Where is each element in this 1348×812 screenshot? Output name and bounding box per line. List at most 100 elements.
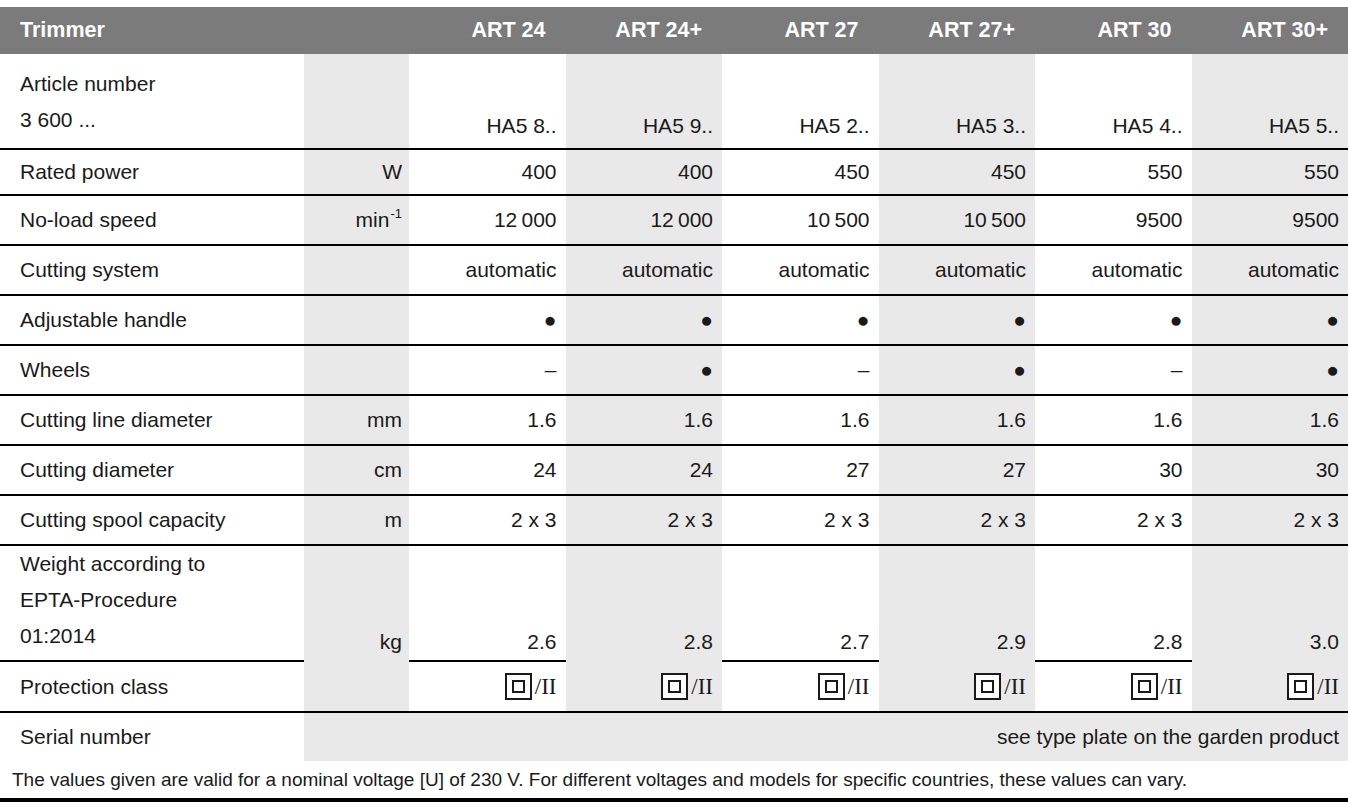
row-unit (304, 246, 409, 294)
row-label: Cutting spool capacity (0, 496, 304, 544)
cell-protection: /II (722, 662, 879, 711)
header-title: Trimmer (0, 7, 304, 54)
protection-class-text: /II (848, 674, 870, 700)
cell-bullet: ● (566, 346, 723, 394)
table-footnote: The values given are valid for a nominal… (0, 761, 1348, 791)
cell-value: 3.0 (1192, 546, 1348, 664)
row-label: Cutting system (0, 246, 304, 294)
cell-value: 2.6 (409, 546, 566, 664)
protection-class-text: /II (1004, 674, 1026, 700)
cell-value: 1.6 (1192, 396, 1348, 444)
protection-class-text: /II (691, 674, 713, 700)
cell-value: automatic (1035, 246, 1192, 294)
cell-bullet: ● (409, 296, 566, 344)
row-label-line3: 01:2014 (20, 618, 205, 654)
cell-bullet: – (1035, 346, 1192, 394)
cell-bullet: ● (879, 296, 1036, 344)
cell-value: 2.7 (722, 546, 879, 664)
cell-value: automatic (722, 246, 879, 294)
double-insulation-icon (974, 673, 1001, 700)
cell-value: automatic (879, 246, 1036, 294)
table-row-weight: Weight according to EPTA-Procedure 01:20… (0, 544, 1348, 660)
row-unit: mm (304, 396, 409, 444)
cell-value: 12 000 (566, 196, 723, 244)
cell-value: 400 (566, 150, 723, 194)
cell-value: 27 (879, 446, 1036, 494)
cell-value: HA5 2.. (722, 54, 879, 148)
row-label: Article number 3 600 ... (0, 54, 304, 148)
row-label-line2: EPTA-Procedure (20, 582, 205, 618)
cell-value: automatic (566, 246, 723, 294)
cell-value: 1.6 (409, 396, 566, 444)
cell-value: 9500 (1035, 196, 1192, 244)
cell-value: 400 (409, 150, 566, 194)
cell-value: 2.8 (1035, 546, 1192, 664)
cell-bullet: – (722, 346, 879, 394)
cell-value: 1.6 (722, 396, 879, 444)
row-unit (304, 296, 409, 344)
cell-value: 2 x 3 (722, 496, 879, 544)
cell-protection: /II (409, 662, 566, 711)
cell-value: 2 x 3 (566, 496, 723, 544)
double-insulation-icon (1131, 673, 1158, 700)
cell-value: 550 (1192, 150, 1348, 194)
cell-protection: /II (566, 662, 723, 711)
row-unit: kg (304, 546, 409, 664)
cell-bullet: – (409, 346, 566, 394)
cell-value: automatic (409, 246, 566, 294)
cell-bullet: ● (1192, 296, 1348, 344)
cell-value: 2 x 3 (1192, 496, 1348, 544)
row-label: Rated power (0, 150, 304, 194)
table-row-cutting-system: Cutting system automatic automatic autom… (0, 244, 1348, 294)
cell-bullet: ● (722, 296, 879, 344)
row-unit (304, 662, 409, 711)
cell-value: 550 (1035, 150, 1192, 194)
header-unit-spacer (304, 7, 409, 54)
cell-value: HA5 9.. (566, 54, 723, 148)
protection-class-text: /II (535, 674, 557, 700)
cell-value: 10 500 (722, 196, 879, 244)
protection-class-text: /II (1161, 674, 1183, 700)
table-row-serial-number: Serial number see type plate on the gard… (0, 711, 1348, 761)
table-row-wheels: Wheels – ● – ● – ● (0, 344, 1348, 394)
row-label: No-load speed (0, 196, 304, 244)
header-col-art27plus: ART 27+ (879, 7, 1036, 54)
cell-value: 10 500 (879, 196, 1036, 244)
row-label: Wheels (0, 346, 304, 394)
cell-value: 1.6 (879, 396, 1036, 444)
row-unit (304, 346, 409, 394)
header-col-art30plus: ART 30+ (1192, 7, 1348, 54)
row-label: Serial number (0, 713, 304, 761)
table-row-cutting-spool-capacity: Cutting spool capacity m 2 x 3 2 x 3 2 x… (0, 494, 1348, 544)
cell-value: 24 (566, 446, 723, 494)
table-row-adjustable-handle: Adjustable handle ● ● ● ● ● ● (0, 294, 1348, 344)
protection-class-text: /II (1317, 674, 1339, 700)
table-body: Article number 3 600 ... HA5 8.. HA5 9..… (0, 54, 1348, 761)
header-col-art30: ART 30 (1035, 7, 1192, 54)
cell-value: 2 x 3 (879, 496, 1036, 544)
cell-bullet: ● (566, 296, 723, 344)
cell-value: 450 (722, 150, 879, 194)
cell-value: 9500 (1192, 196, 1348, 244)
double-insulation-icon (661, 673, 688, 700)
row-unit: m (304, 496, 409, 544)
cell-value: 12 000 (409, 196, 566, 244)
row-unit: min-1 (304, 196, 409, 244)
unit-base: min (356, 208, 390, 232)
row-label-line2: 3 600 ... (20, 102, 155, 138)
table-row-cutting-line-diameter: Cutting line diameter mm 1.6 1.6 1.6 1.6… (0, 394, 1348, 444)
double-insulation-icon (818, 673, 845, 700)
row-unit: W (304, 150, 409, 194)
spec-table-page: Trimmer ART 24 ART 24+ ART 27 ART 27+ AR… (0, 0, 1348, 812)
row-label: Adjustable handle (0, 296, 304, 344)
table-row-cutting-diameter: Cutting diameter cm 24 24 27 27 30 30 (0, 444, 1348, 494)
cell-value: 1.6 (566, 396, 723, 444)
table-row-rated-power: Rated power W 400 400 450 450 550 550 (0, 148, 1348, 194)
row-unit: cm (304, 446, 409, 494)
row-label: Cutting diameter (0, 446, 304, 494)
cell-value: 30 (1035, 446, 1192, 494)
cell-value: 450 (879, 150, 1036, 194)
table-row-no-load-speed: No-load speed min-1 12 000 12 000 10 500… (0, 194, 1348, 244)
table-row-article-number: Article number 3 600 ... HA5 8.. HA5 9..… (0, 54, 1348, 148)
row-label: Weight according to EPTA-Procedure 01:20… (0, 546, 304, 664)
